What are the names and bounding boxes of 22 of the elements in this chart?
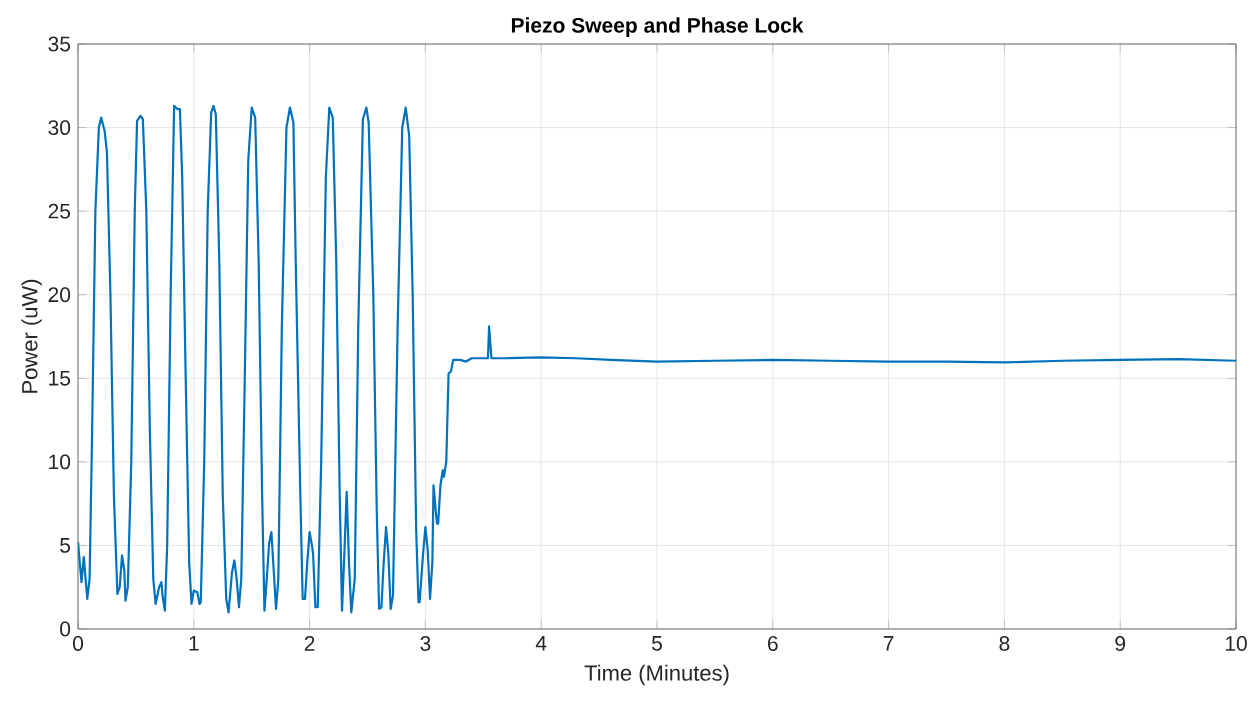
x-tick-label: 2 [304,636,315,651]
y-tick-label: 35 [48,36,71,52]
x-tick-label: 0 [72,636,84,651]
y-tick-label: 5 [60,538,71,553]
x-tick-label: 8 [999,636,1010,651]
x-tick-label: 10 [1225,636,1247,651]
y-tick-label: 20 [48,287,71,303]
x-tick-label: 9 [1115,636,1126,651]
y-tick-label: 10 [49,454,71,470]
y-tick-label: 30 [48,120,71,136]
x-tick-label: 4 [535,636,547,651]
x-tick-label: 6 [768,636,778,651]
y-tick-label: 0 [60,621,71,637]
x-tick-label: 7 [883,636,894,651]
y-tick-label: 25 [48,203,71,219]
x-axis-title: Time (Minutes) [584,664,729,686]
x-tick-label: 5 [652,636,662,651]
x-tick-label: 1 [189,636,199,651]
x-tick-label: 3 [420,636,431,651]
y-tick-label: 15 [49,370,71,386]
chart-title: Piezo Sweep and Phase Lock [511,17,804,37]
y-axis-title: Power (uW) [21,279,42,393]
